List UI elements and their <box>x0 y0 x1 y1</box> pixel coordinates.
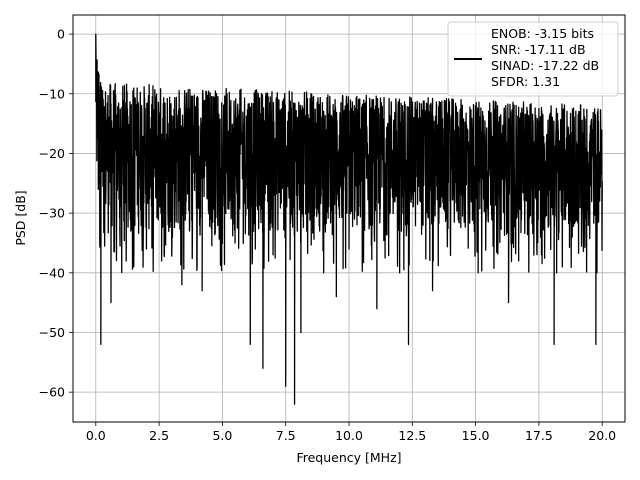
legend-entry: SINAD: -17.22 dB <box>491 58 599 73</box>
y-tick-label: −50 <box>39 325 65 340</box>
legend-entry: ENOB: -3.15 bits <box>491 26 594 41</box>
x-tick-label: 2.5 <box>149 428 169 443</box>
x-axis: 0.0 2.5 5.0 7.5 10.0 12.5 15.0 17.5 20.0 <box>86 422 616 443</box>
x-tick-label: 7.5 <box>276 428 296 443</box>
psd-series-line <box>95 33 603 405</box>
legend: ENOB: -3.15 bits SNR: -17.11 dB SINAD: -… <box>447 21 619 97</box>
y-tick-label: −40 <box>39 265 65 280</box>
legend-entry: SFDR: 1.31 <box>491 74 560 89</box>
y-axis-label: PSD [dB] <box>13 190 28 245</box>
plot-area <box>95 33 603 405</box>
y-axis: 0 −10 −20 −30 −40 −50 −60 <box>39 27 73 400</box>
y-tick-label: −20 <box>39 146 65 161</box>
x-tick-label: 15.0 <box>462 428 490 443</box>
legend-box <box>447 21 619 97</box>
x-tick-label: 17.5 <box>525 428 553 443</box>
series-layer <box>95 33 603 405</box>
y-tick-label: −30 <box>39 206 65 221</box>
legend-entry: SNR: -17.11 dB <box>491 42 586 57</box>
x-tick-label: 10.0 <box>335 428 363 443</box>
x-tick-label: 12.5 <box>398 428 426 443</box>
y-tick-label: 0 <box>57 27 65 42</box>
x-axis-label: Frequency [MHz] <box>296 450 401 465</box>
y-tick-label: −10 <box>39 86 65 101</box>
y-tick-label: −60 <box>39 385 65 400</box>
x-tick-label: 20.0 <box>588 428 616 443</box>
x-tick-label: 5.0 <box>212 428 232 443</box>
x-tick-label: 0.0 <box>86 428 106 443</box>
